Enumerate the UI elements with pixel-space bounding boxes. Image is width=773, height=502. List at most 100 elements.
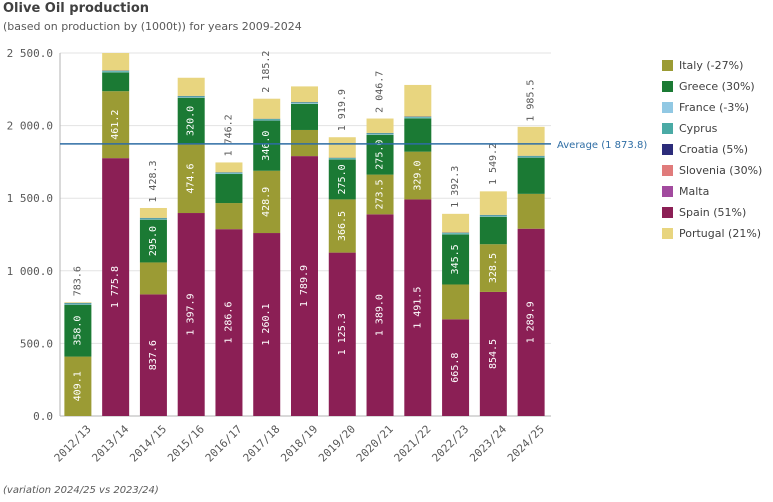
bar-greece-7 xyxy=(328,159,356,200)
y-tick-label: 2 000.0 xyxy=(7,120,53,133)
data-label: 346.0 xyxy=(261,131,272,161)
bar-spain-9 xyxy=(404,199,432,416)
bar-spain-12 xyxy=(517,228,545,416)
legend-label: Malta xyxy=(679,185,710,198)
data-label: 275.0 xyxy=(337,164,348,194)
bar-portugal-3 xyxy=(177,77,205,96)
chart-legend: Italy (-27%) Greece (30%) France (-3%) Cypr… xyxy=(662,55,762,244)
legend-item-portugal[interactable]: Portugal (21%) xyxy=(662,223,762,244)
bar-spain-4 xyxy=(215,229,243,416)
chart-subtitle: (based on production by (1000t)) for yea… xyxy=(3,20,302,33)
bar-greece-10 xyxy=(442,234,470,285)
data-label: 1 286.6 xyxy=(223,302,234,344)
bar-cyprus-2 xyxy=(139,218,167,220)
bar-portugal-5 xyxy=(253,98,281,119)
bar-france-9 xyxy=(404,117,432,119)
legend-item-italy[interactable]: Italy (-27%) xyxy=(662,55,762,76)
bar-portugal-8 xyxy=(366,118,394,133)
bar-spain-10 xyxy=(442,319,470,416)
bar-greece-1 xyxy=(102,72,130,92)
bar-spain-8 xyxy=(366,214,394,416)
legend-item-greece[interactable]: Greece (30%) xyxy=(662,76,762,97)
x-tick-label: 2013/14 xyxy=(89,422,131,464)
data-label: 273.5 xyxy=(375,179,386,209)
bar-france-11 xyxy=(479,216,507,217)
y-tick-label: 1 000.0 xyxy=(7,265,53,278)
legend-item-malta[interactable]: Malta xyxy=(662,181,762,202)
y-tick-label: 1 500.0 xyxy=(7,192,53,205)
legend-swatch xyxy=(662,144,673,155)
bar-cyprus-7 xyxy=(328,158,356,159)
bar-greece-4 xyxy=(215,174,243,204)
bar-france-0 xyxy=(64,304,92,305)
data-label: 345.5 xyxy=(450,244,461,274)
bar-italy-6 xyxy=(291,129,318,157)
legend-item-cyprus[interactable]: Cyprus xyxy=(662,118,762,139)
data-label: 275.0 xyxy=(375,140,386,170)
legend-swatch xyxy=(662,228,673,239)
data-label: 461.2 xyxy=(110,110,121,140)
total-label: 783.6 xyxy=(72,266,83,296)
legend-label: Portugal (21%) xyxy=(679,227,762,240)
bar-cyprus-0 xyxy=(64,303,92,305)
bar-spain-7 xyxy=(328,252,356,416)
bar-greece-0 xyxy=(64,304,92,357)
bar-france-12 xyxy=(517,156,545,158)
bar-cyprus-5 xyxy=(253,119,281,120)
bar-italy-12 xyxy=(517,193,545,229)
legend-swatch xyxy=(662,81,673,92)
x-tick-label: 2019/20 xyxy=(316,423,358,465)
legend-item-spain[interactable]: Spain (51%) xyxy=(662,202,762,223)
legend-item-slovenia[interactable]: Slovenia (30%) xyxy=(662,160,762,181)
data-label: 295.0 xyxy=(148,226,159,256)
x-tick-label: 2018/19 xyxy=(278,423,320,465)
legend-item-croatia[interactable]: Croatia (5%) xyxy=(662,139,762,160)
y-tick-label: 2 500.0 xyxy=(7,47,53,60)
bar-france-2 xyxy=(139,219,167,220)
bar-portugal-6 xyxy=(291,86,318,103)
legend-item-france[interactable]: France (-3%) xyxy=(662,97,762,118)
total-label: 1 549.2 xyxy=(488,143,499,185)
legend-label: Croatia (5%) xyxy=(679,143,749,156)
x-tick-label: 2020/21 xyxy=(354,423,396,465)
data-label: 665.8 xyxy=(450,353,461,383)
x-tick-label: 2015/16 xyxy=(165,423,207,465)
legend-swatch xyxy=(662,165,673,176)
total-label: 2 185.2 xyxy=(261,51,272,93)
bar-greece-11 xyxy=(479,216,507,245)
data-label: 1 397.9 xyxy=(186,293,197,335)
data-label: 854.5 xyxy=(488,339,499,369)
bar-spain-1 xyxy=(102,158,130,416)
bar-greece-2 xyxy=(139,219,167,263)
legend-swatch xyxy=(662,60,673,71)
data-label: 358.0 xyxy=(72,316,83,346)
bar-france-7 xyxy=(328,158,356,160)
bar-cyprus-12 xyxy=(517,156,545,157)
data-label: 1 289.9 xyxy=(526,301,537,343)
total-label: 1 392.3 xyxy=(450,166,461,208)
bar-italy-4 xyxy=(215,203,243,230)
x-tick-label: 2021/22 xyxy=(392,423,434,465)
bar-france-8 xyxy=(366,134,394,135)
total-label: 2 046.7 xyxy=(375,71,386,113)
legend-swatch xyxy=(662,102,673,113)
data-label: 1 491.5 xyxy=(412,287,423,329)
bar-portugal-11 xyxy=(479,191,507,215)
bar-italy-2 xyxy=(139,262,167,295)
bar-cyprus-6 xyxy=(291,102,318,104)
bar-cyprus-3 xyxy=(177,96,205,98)
x-tick-label: 2014/15 xyxy=(127,423,169,465)
x-tick-label: 2023/24 xyxy=(467,422,509,464)
y-tick-label: 500.0 xyxy=(20,337,53,350)
bar-italy-11 xyxy=(479,244,507,292)
bar-france-4 xyxy=(215,173,243,175)
data-label: 1 775.8 xyxy=(110,266,121,308)
data-label: 320.0 xyxy=(186,106,197,136)
x-tick-label: 2012/13 xyxy=(52,423,94,465)
bar-france-5 xyxy=(253,119,281,121)
x-tick-label: 2017/18 xyxy=(241,423,283,465)
bar-portugal-7 xyxy=(328,137,356,158)
data-label: 328.5 xyxy=(488,253,499,283)
bar-italy-9 xyxy=(404,151,432,200)
